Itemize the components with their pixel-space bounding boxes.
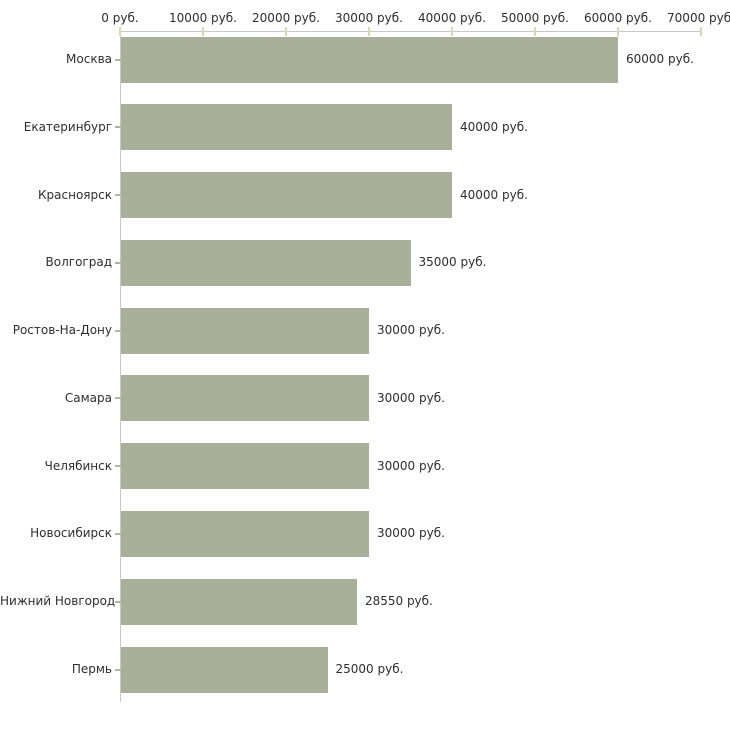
x-axis-line xyxy=(120,31,702,32)
x-axis-tick xyxy=(119,27,121,36)
y-axis-line xyxy=(120,31,121,702)
category-tick xyxy=(115,465,121,468)
category-tick xyxy=(115,329,121,332)
category-label: Пермь xyxy=(71,662,112,677)
bar xyxy=(121,443,369,490)
category-label: Новосибирск xyxy=(30,526,112,541)
bar xyxy=(121,375,369,422)
value-label: 25000 руб. xyxy=(335,662,404,677)
bar xyxy=(121,578,357,625)
value-label: 30000 руб. xyxy=(377,390,445,405)
category-tick xyxy=(115,668,121,671)
value-label: 28550 руб. xyxy=(364,594,433,609)
category-label: Челябинск xyxy=(44,458,112,473)
x-axis-tick xyxy=(451,27,453,36)
category-label: Волгоград xyxy=(45,255,112,270)
value-label: 30000 руб. xyxy=(377,526,445,541)
x-axis-tick xyxy=(700,27,702,36)
bar xyxy=(121,307,369,354)
bar xyxy=(121,239,411,286)
x-axis-tick-label: 40000 руб. xyxy=(418,11,486,25)
value-label: 30000 руб. xyxy=(377,323,445,338)
category-tick xyxy=(115,600,121,603)
category-label: Красноярск xyxy=(38,187,112,202)
x-axis-tick-label: 20000 руб. xyxy=(252,11,320,25)
bar xyxy=(121,172,452,219)
bar xyxy=(121,36,618,83)
x-axis-tick xyxy=(534,27,536,36)
category-tick xyxy=(115,532,121,535)
category-label: Екатеринбург xyxy=(23,119,112,134)
bar xyxy=(121,510,369,557)
value-label: 40000 руб. xyxy=(460,119,528,134)
category-tick xyxy=(115,261,121,264)
bar xyxy=(121,646,328,693)
x-axis-tick xyxy=(617,27,619,36)
x-axis-tick xyxy=(368,27,370,36)
x-axis-tick-label: 70000 руб. xyxy=(667,11,730,25)
x-axis-tick-label: 60000 руб. xyxy=(584,11,652,25)
category-tick xyxy=(115,58,121,61)
category-label: Ростов-На-Дону xyxy=(12,323,112,338)
bar xyxy=(121,104,452,151)
value-label: 60000 руб. xyxy=(626,52,694,66)
x-axis-tick xyxy=(202,27,204,36)
x-axis-tick-label: 50000 руб. xyxy=(501,11,569,25)
category-label: Нижний Новгород xyxy=(0,594,116,609)
value-label: 40000 руб. xyxy=(460,187,528,202)
category-tick xyxy=(115,126,121,129)
x-axis-tick xyxy=(285,27,287,36)
category-tick xyxy=(115,397,121,400)
category-label: Самара xyxy=(64,390,112,405)
value-label: 30000 руб. xyxy=(377,458,445,473)
category-tick xyxy=(115,194,121,197)
value-label: 35000 руб. xyxy=(418,255,487,270)
x-axis-tick-label: 0 руб. xyxy=(101,11,139,25)
category-label: Москва xyxy=(66,52,112,66)
x-axis-tick-label: 10000 руб. xyxy=(169,11,237,25)
x-axis-tick-label: 30000 руб. xyxy=(335,11,403,25)
